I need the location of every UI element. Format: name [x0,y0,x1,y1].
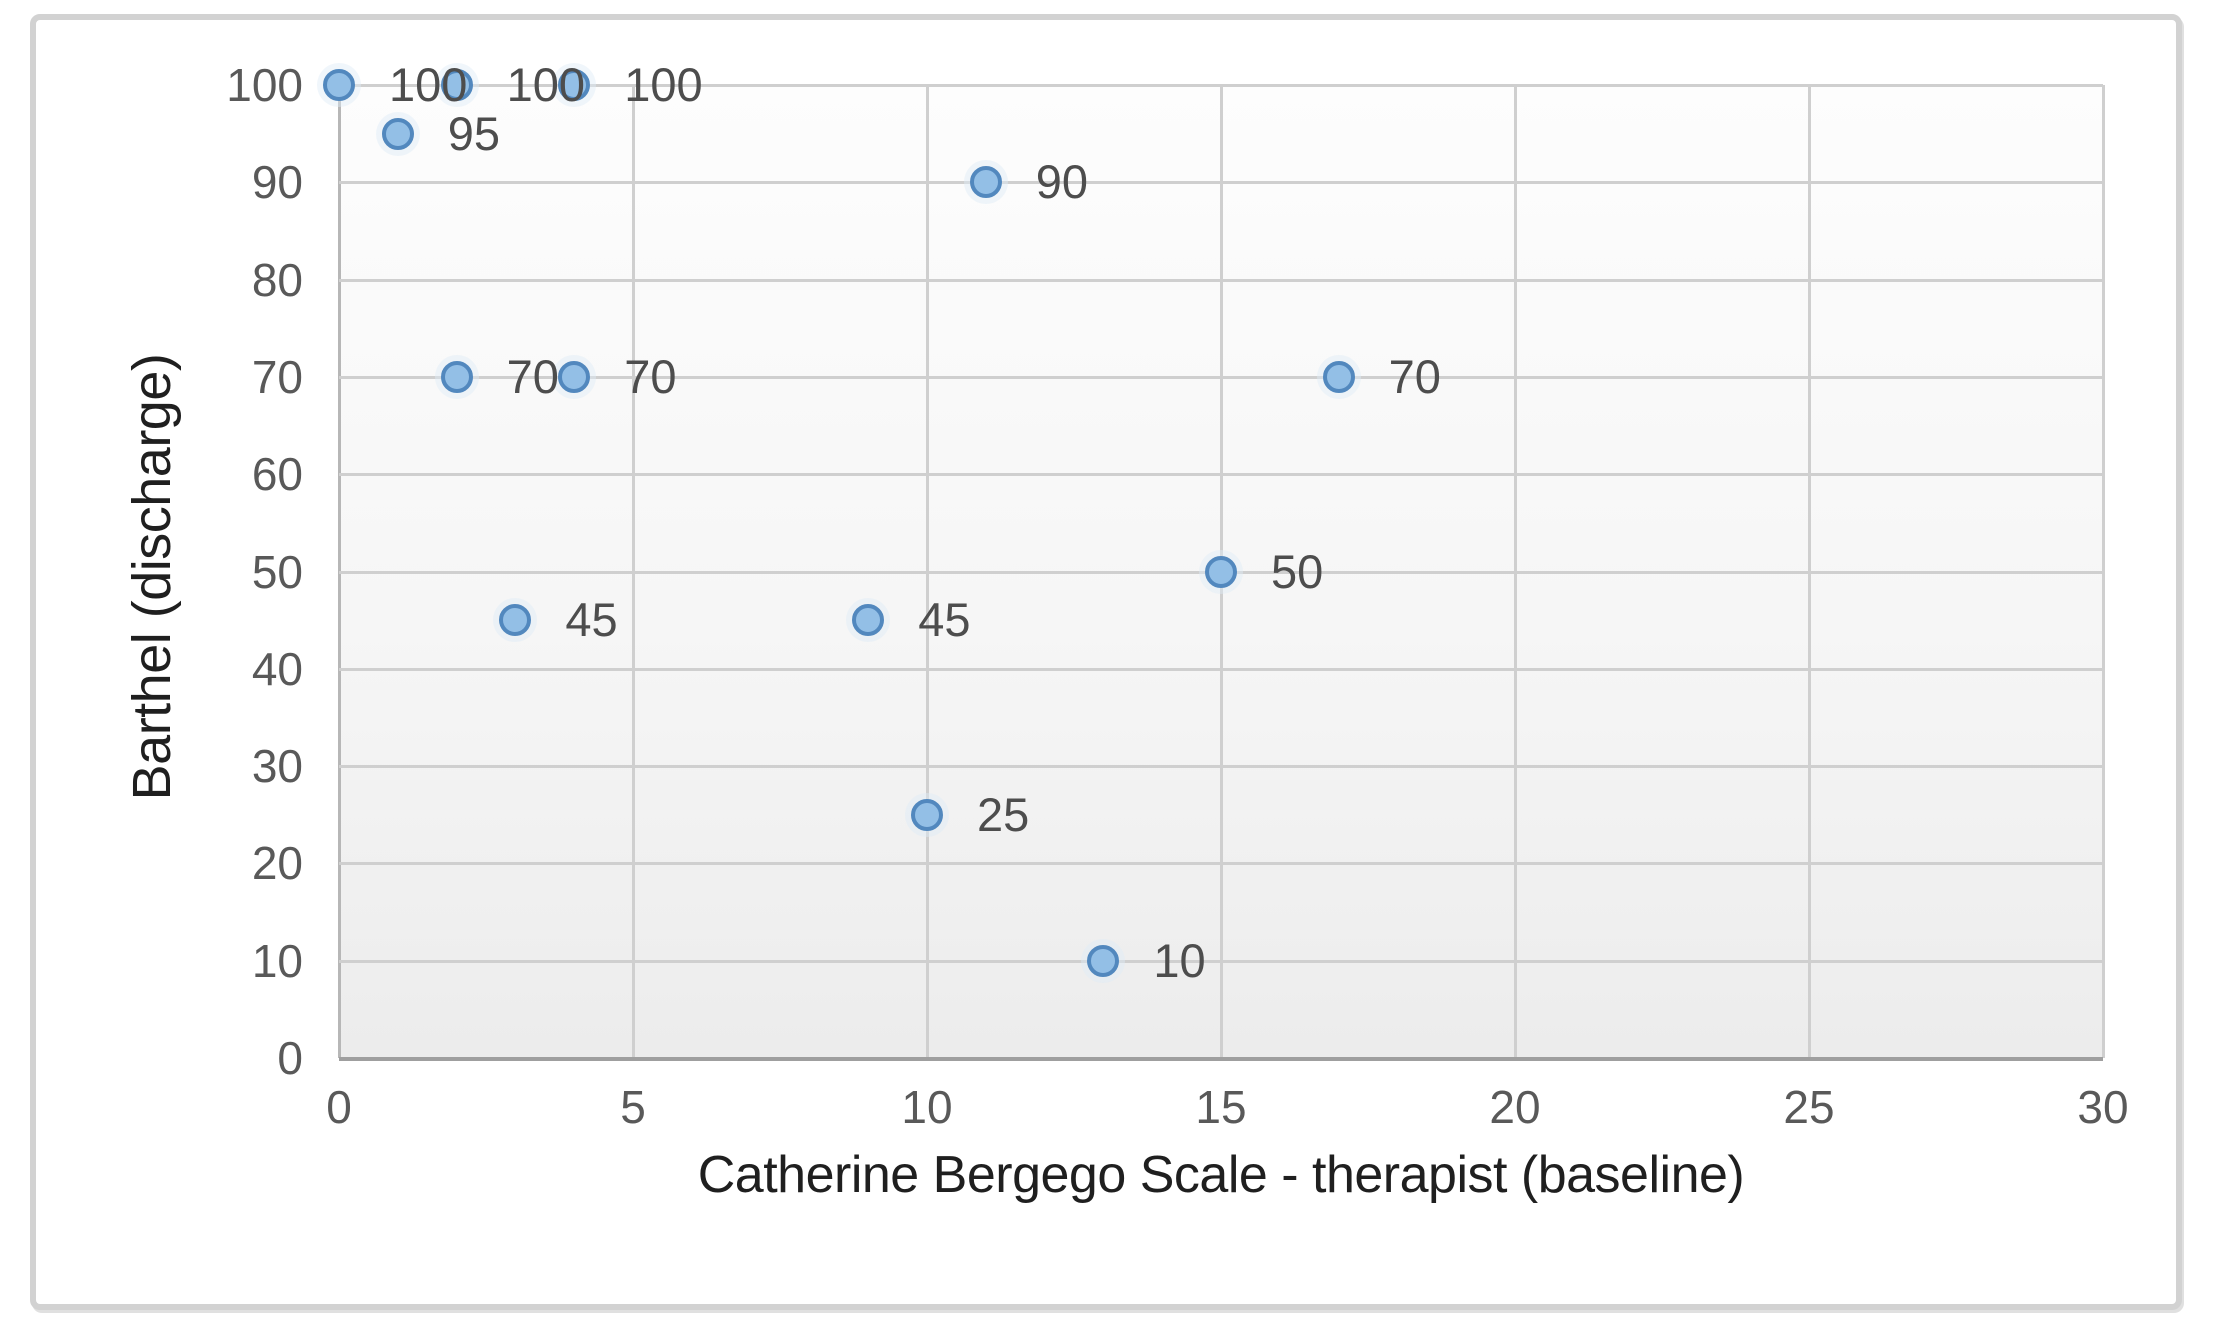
data-point-label: 45 [565,593,618,647]
y-axis-title: Barthel (discharge) [122,353,182,801]
horizontal-gridline [339,473,2103,477]
x-axis-tick-label: 25 [1783,1081,1835,1133]
data-point-label: 70 [624,349,677,403]
y-axis-tick-label: 100 [226,59,303,111]
horizontal-gridline [339,862,2103,866]
data-point-label: 90 [1035,155,1089,209]
data-point-label: 95 [447,106,501,160]
y-axis-tick-label: 10 [251,934,303,987]
horizontal-gridline [339,375,2103,379]
data-point [558,69,591,101]
y-axis-tick-label: 90 [251,156,303,209]
y-axis-tick-label: 40 [251,642,303,695]
data-point [381,117,414,150]
x-axis-tick-label: 30 [2077,1081,2129,1133]
x-axis-tick-label: 5 [620,1081,646,1133]
vertical-gridline [2102,85,2105,1058]
data-point-label: 70 [506,349,559,403]
data-point-label: 45 [918,593,971,647]
data-point [969,166,1002,199]
y-axis-tick-label: 60 [251,448,303,501]
data-point [1322,360,1355,393]
data-point [558,360,591,393]
data-point [323,69,355,101]
data-point-label: 25 [977,787,1030,841]
x-axis-tick-label: 10 [901,1081,953,1133]
data-point [440,69,473,101]
data-point [1205,555,1237,588]
x-axis-tick-label: 0 [326,1081,352,1133]
x-axis-tick-label: 20 [1489,1081,1541,1133]
x-axis-tick-label: 15 [1195,1081,1247,1133]
data-point [852,604,885,637]
data-point [1087,944,1120,977]
data-point-label: 100 [389,58,468,111]
y-axis-tick-label: 0 [277,1032,303,1084]
data-point [911,798,943,831]
data-point [440,360,473,393]
horizontal-gridline [339,278,2103,282]
horizontal-gridline [339,181,2103,185]
data-point-label: 100 [506,58,586,111]
horizontal-gridline [339,667,2103,671]
data-point-label: 70 [1388,349,1441,403]
horizontal-gridline [339,959,2103,963]
horizontal-gridline [339,765,2103,769]
y-axis-tick-label: 30 [251,740,303,793]
data-point-label: 10 [1153,933,1206,987]
y-axis-tick-label: 20 [251,837,303,890]
y-axis-tick-label: 70 [251,350,303,403]
data-point [499,604,532,637]
y-axis-tick-label: 80 [251,253,303,306]
data-point-label: 100 [624,58,703,111]
x-axis-title: Catherine Bergego Scale - therapist (bas… [697,1146,1745,1204]
data-point-label: 50 [1271,544,1324,598]
horizontal-gridline [339,84,2103,87]
y-axis-tick-label: 50 [251,545,303,598]
x-axis-line [339,1057,2103,1061]
